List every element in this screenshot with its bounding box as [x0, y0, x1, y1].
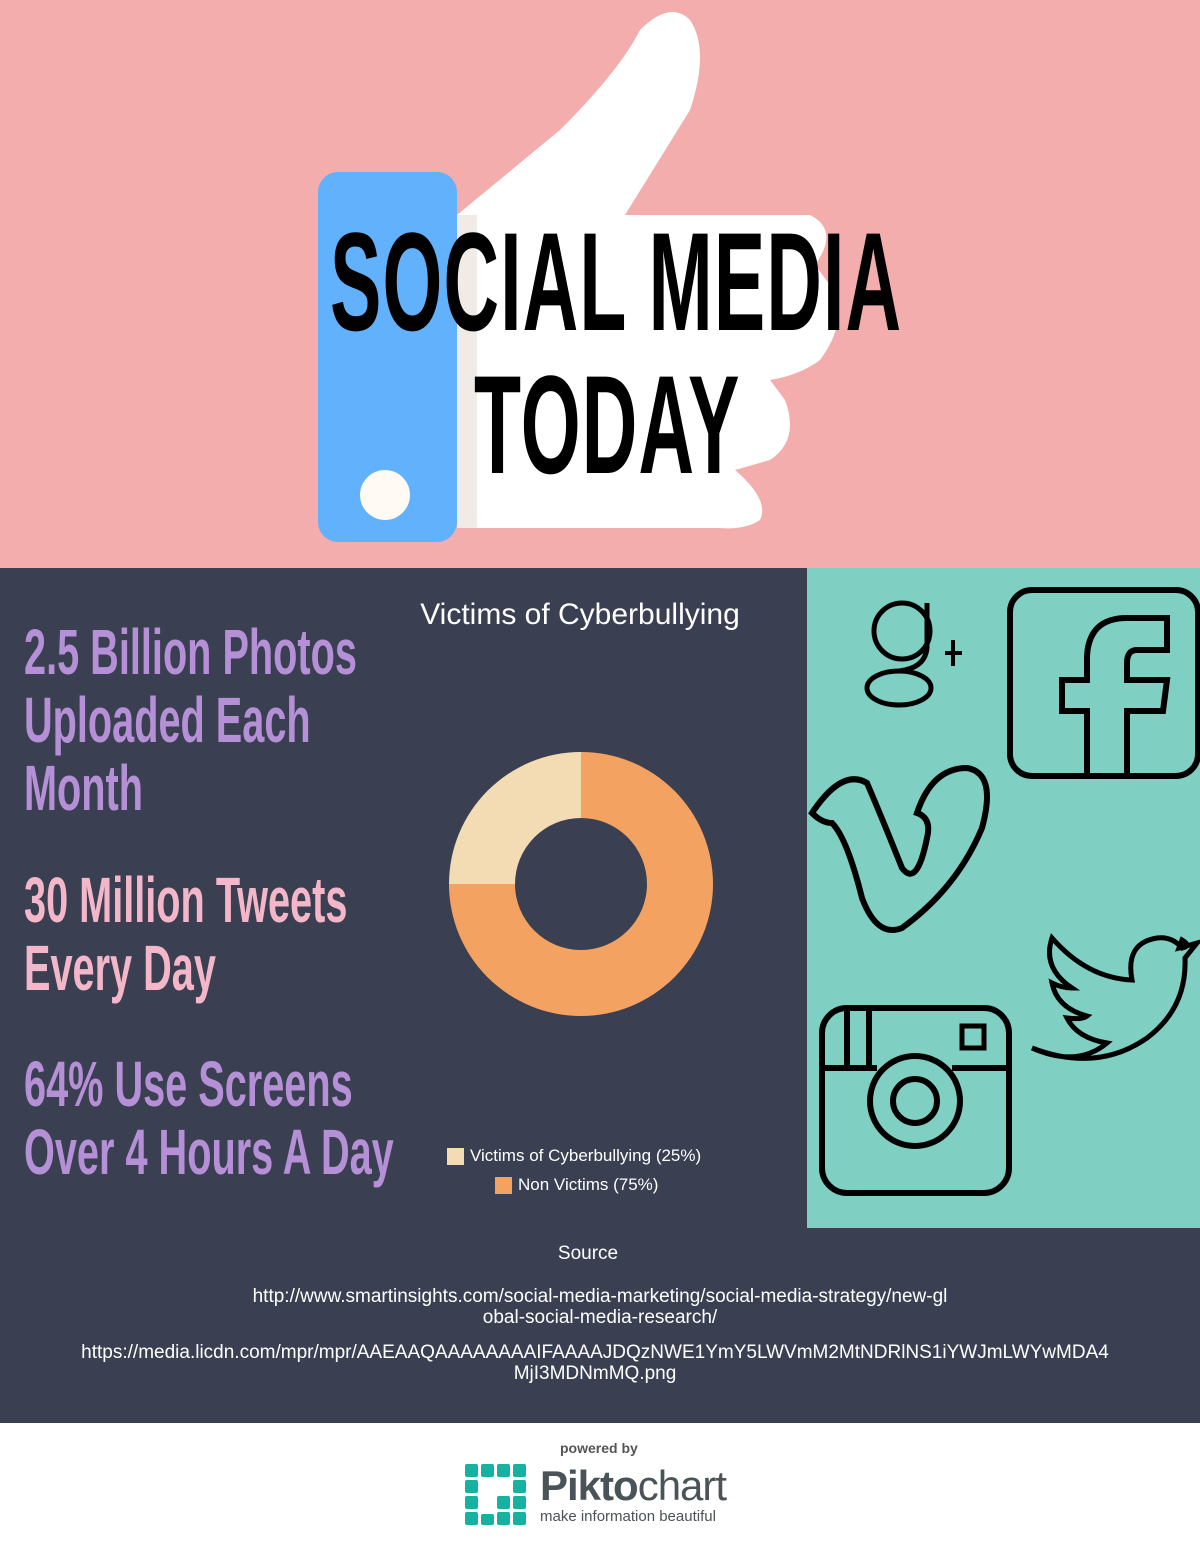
chart-title: Victims of Cyberbullying	[420, 598, 740, 631]
donut-slice-victims	[449, 752, 581, 884]
social-icons	[808, 587, 1200, 1196]
donut-slice-non-victims	[449, 752, 713, 1016]
title-line-2: TODAY	[474, 346, 741, 503]
vimeo-icon	[808, 764, 990, 933]
legend-item-non-victims: Non Victims (75%)	[495, 1175, 701, 1195]
stat-line: Month	[24, 752, 143, 824]
legend-swatch	[495, 1176, 512, 1194]
legend-item-victims: Victims of Cyberbullying (25%)	[447, 1146, 701, 1166]
source-link-2[interactable]: https://media.licdn.com/mpr/mpr/AAEAAQAA…	[81, 1342, 1109, 1384]
chart-legend: Victims of Cyberbullying (25%) Non Victi…	[447, 1146, 701, 1195]
facebook-icon	[1007, 587, 1200, 779]
instagram-icon	[819, 1005, 1012, 1196]
stat-line: Uploaded Each	[24, 684, 311, 756]
source-link-1[interactable]: http://www.smartinsights.com/social-medi…	[252, 1286, 948, 1328]
stat-line: 2.5 Billion Photos	[24, 616, 357, 688]
stat-line: Over 4 Hours A Day	[24, 1116, 394, 1188]
piktochart-brand[interactable]: Piktochart	[540, 1462, 727, 1510]
brand-light: chart	[637, 1462, 727, 1509]
donut-chart	[449, 752, 713, 1016]
legend-swatch	[447, 1147, 464, 1165]
powered-by-label: powered by	[560, 1440, 638, 1456]
twitter-icon	[1030, 933, 1200, 1061]
stat-line: 30 Million Tweets	[24, 864, 348, 936]
stat-line: Every Day	[24, 932, 216, 1004]
thumbs-up-illustration	[318, 12, 838, 542]
google-plus-icon	[864, 600, 962, 708]
legend-label: Victims of Cyberbullying (25%)	[470, 1146, 702, 1165]
stat-screens: 64% Use Screens Over 4 Hours A Day	[24, 1050, 394, 1186]
brand-bold: Pikto	[540, 1462, 639, 1509]
stat-line: 64% Use Screens	[24, 1048, 353, 1120]
legend-label: Non Victims (75%)	[518, 1175, 659, 1194]
stat-photos: 2.5 Billion Photos Uploaded Each Month	[24, 618, 357, 822]
stat-tweets: 30 Million Tweets Every Day	[24, 866, 347, 1002]
piktochart-tagline: make information beautiful	[540, 1508, 716, 1525]
source-label: Source	[557, 1243, 619, 1264]
title-line-1: SOCIAL MEDIA	[330, 203, 903, 360]
piktochart-logo-icon	[465, 1464, 526, 1525]
